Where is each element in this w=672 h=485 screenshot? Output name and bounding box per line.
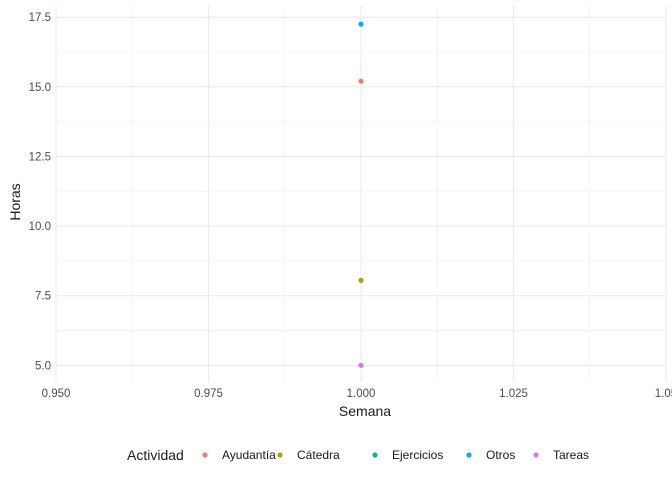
- legend: Actividad Ayudantía Cátedra Ejercicios Otro…: [127, 447, 589, 463]
- x-tick-label: 0.950: [42, 388, 71, 400]
- y-tick-label: 10.0: [29, 221, 51, 233]
- data-point: [358, 21, 364, 27]
- x-axis-title: Semana: [339, 403, 391, 419]
- y-tick-label: 5.0: [35, 360, 51, 372]
- x-tick-label: 1.05: [655, 388, 672, 400]
- x-tick-label: 1.000: [347, 388, 376, 400]
- legend-key: [202, 452, 208, 458]
- legend-key: [372, 452, 378, 458]
- legend-key: [466, 452, 472, 458]
- legend-key: [533, 452, 539, 458]
- x-tick-label: 1.025: [499, 388, 528, 400]
- data-point: [358, 78, 364, 84]
- y-tick-label: 7.5: [35, 291, 51, 303]
- legend-title: Actividad: [127, 447, 184, 463]
- legend-label: Tareas: [553, 448, 589, 462]
- data-point: [358, 277, 364, 283]
- x-axis-ticks: 0.950 0.975 1.000 1.025 1.05: [42, 388, 672, 400]
- data-points: [358, 21, 364, 368]
- legend-label: Otros: [486, 448, 515, 462]
- y-axis-ticks: 5.0 7.5 10.0 12.5 15.0 17.5: [29, 12, 51, 372]
- grid: [55, 6, 667, 382]
- y-axis-title: Horas: [7, 183, 23, 220]
- legend-label: Ejercicios: [392, 448, 443, 462]
- data-point: [358, 362, 364, 368]
- y-tick-label: 15.0: [29, 82, 51, 94]
- legend-label: Ayudantía: [222, 448, 276, 462]
- y-tick-label: 17.5: [29, 12, 51, 24]
- y-tick-label: 12.5: [29, 151, 51, 163]
- x-tick-label: 0.975: [194, 388, 223, 400]
- legend-key: [277, 452, 283, 458]
- legend-label: Cátedra: [297, 448, 340, 462]
